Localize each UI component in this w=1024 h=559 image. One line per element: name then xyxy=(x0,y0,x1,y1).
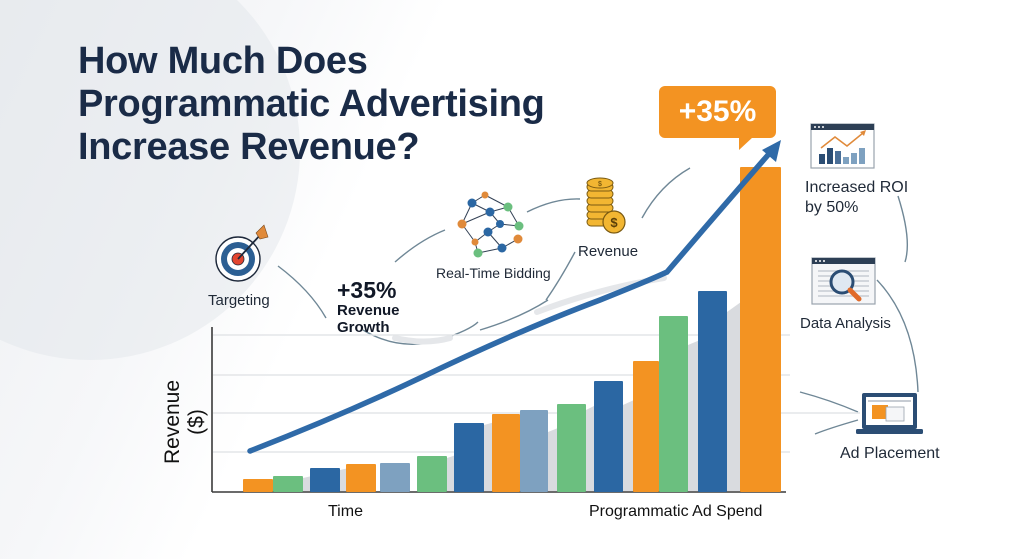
laptop-icon xyxy=(856,393,923,434)
bar-1 xyxy=(243,479,273,492)
bar-11 xyxy=(594,381,623,492)
bar-15 xyxy=(740,167,781,492)
roi-line-2: by 50% xyxy=(805,199,859,216)
svg-text:$: $ xyxy=(610,215,618,230)
bars xyxy=(243,167,781,492)
x-axis-title: Time xyxy=(328,503,363,520)
page-title: How Much Does Programmatic Advertising I… xyxy=(78,40,545,169)
bar-4 xyxy=(346,464,376,492)
bar-6 xyxy=(417,456,447,492)
bar-5 xyxy=(380,463,410,492)
data-analysis-label: Data Analysis xyxy=(800,315,891,332)
title-line-2: Programmatic Advertising xyxy=(78,83,545,125)
bar-shadows xyxy=(303,302,741,491)
targeting-label: Targeting xyxy=(208,292,270,309)
growth-callout: +35% xyxy=(659,86,776,150)
bar-7 xyxy=(454,423,484,492)
growth-percent: +35% xyxy=(337,277,397,303)
growth-text-2: Growth xyxy=(337,319,390,336)
ad-placement-label: Ad Placement xyxy=(840,445,940,462)
bar-3 xyxy=(310,468,340,492)
bar-12 xyxy=(633,361,659,492)
bar-10 xyxy=(557,404,586,492)
roi-annotation: Increased ROI by 50% xyxy=(805,178,908,218)
chart-window-icon xyxy=(810,123,875,169)
bar-2 xyxy=(273,476,303,492)
bar-13 xyxy=(659,316,688,492)
revenue-growth-annotation: +35% Revenue Growth xyxy=(337,278,400,336)
magnifier-window-icon xyxy=(811,257,876,305)
rtb-label: Real-Time Bidding xyxy=(436,265,551,281)
bar-14 xyxy=(698,291,727,492)
growth-text-1: Revenue xyxy=(337,302,400,319)
title-line-1: How Much Does xyxy=(78,40,368,82)
trend-line xyxy=(247,152,771,454)
svg-text:$: $ xyxy=(598,181,602,188)
x-axis-secondary-title: Programmatic Ad Spend xyxy=(589,503,763,520)
title-line-3: Increase Revenue? xyxy=(78,126,420,168)
bar-9 xyxy=(520,410,548,492)
roi-line-1: Increased ROI xyxy=(805,179,909,196)
revenue-label: Revenue xyxy=(578,243,639,260)
coin-stack-icon: $ $ xyxy=(586,177,626,234)
network-icon xyxy=(457,191,524,258)
y-axis-title: Revenue ($) xyxy=(161,379,208,465)
target-icon xyxy=(215,224,269,282)
bar-8 xyxy=(492,414,520,492)
trend-arrowhead-icon xyxy=(762,140,781,162)
